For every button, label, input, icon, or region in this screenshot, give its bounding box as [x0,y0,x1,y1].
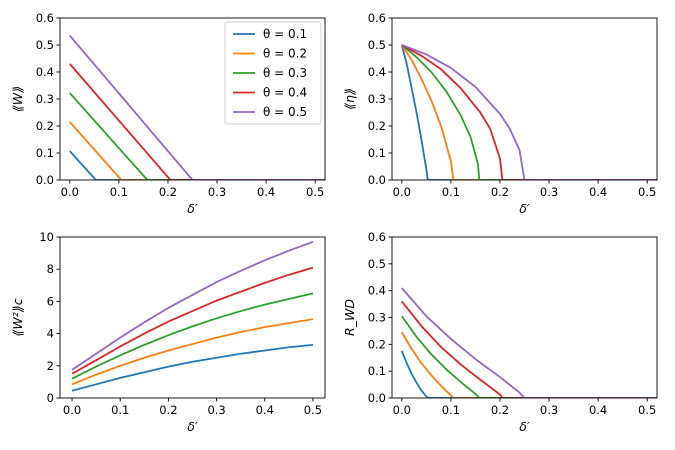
x-tick-label: 0.1 [442,403,460,417]
y-tick-label: 8 [47,262,54,276]
series-line-theta-1 [71,343,314,392]
series-line-theta-2 [401,44,657,180]
series-line-theta-2 [69,121,325,180]
x-tick-label: 0.1 [111,403,129,417]
y-tick-label: 0.1 [368,146,386,160]
legend-label-theta-3: θ = 0.3 [263,66,307,80]
y-tick-label: 0.4 [36,65,54,79]
chart-panel-top-left: 0.0 0.1 0.2 0.3 0.4 0.5 0.0 0.1 0.2 0.3 0.4 0.5 0.6 δ… [10,11,326,216]
x-tick-label: 0.3 [540,403,558,417]
series-line-theta-5 [401,44,657,180]
chart-panel-top-right: 0.0 0.1 0.2 0.3 0.4 0.5 0.0 0.1 0.2 0.3 0.4 0.5 0.6 δ… [342,11,658,216]
series-group [400,287,657,398]
x-tick-label: 0.2 [159,403,177,417]
series-line-theta-5 [71,240,314,371]
y-tick-label: 0.6 [36,11,54,25]
y-tick-label: 0.3 [36,92,54,106]
y-axis-label: ⟪η⟫ [342,88,357,110]
chart-panel-bottom-right: 0.0 0.1 0.2 0.3 0.4 0.5 0.0 0.1 0.2 0.3 0.4 0.5 0.6 δ… [342,230,658,434]
series-group [71,240,314,392]
x-tick-label: 0.1 [442,185,460,199]
x-tick-label: 0.3 [540,185,558,199]
x-tick-label: 0.5 [304,403,322,417]
y-tick-label: 0.3 [368,92,386,106]
y-tick-label: 0.2 [368,119,386,133]
chart-panel-bottom-left: 0.0 0.1 0.2 0.3 0.4 0.5 0 2 4 6 8 10 δ′ ⟪W²⟫c [10,230,326,434]
y-tick-label: 0.6 [368,230,386,244]
series-line-theta-1 [69,150,325,180]
x-axis-label: δ′ [187,201,198,216]
series-line-theta-3 [69,92,325,180]
y-tick-label: 4 [47,327,54,341]
y-tick-label: 0.0 [368,391,386,405]
x-tick-label: 0.0 [63,403,81,417]
legend-label-theta-1: θ = 0.1 [263,27,307,41]
x-axis-label: δ′ [519,201,530,216]
series-line-theta-3 [401,315,657,398]
series-line-theta-5 [401,287,657,398]
y-tick-label: 10 [39,230,54,244]
y-tick-label: 6 [47,294,54,308]
legend-box [224,21,322,125]
y-axis-label: ⟪W⟫ [10,86,25,112]
legend: θ = 0.1 θ = 0.2 θ = 0.3 θ = 0.4 θ = 0.5 [224,21,322,125]
y-tick-label: 0.5 [36,38,54,52]
x-tick-label: 0.5 [638,403,656,417]
legend-label-theta-2: θ = 0.2 [263,47,307,61]
series-line-theta-1 [400,350,657,398]
x-tick-label: 0.4 [589,185,607,199]
x-tick-label: 0.2 [491,185,509,199]
x-tick-label: 0.5 [638,185,656,199]
y-tick-label: 0.1 [36,146,54,160]
y-tick-label: 0.1 [368,364,386,378]
x-tick-label: 0.4 [257,185,275,199]
y-tick-label: 0 [47,391,54,405]
series-line-theta-3 [401,44,657,180]
series-line-theta-1 [400,44,657,180]
y-tick-label: 0.5 [368,257,386,271]
series-group [69,34,325,180]
y-tick-label: 0.4 [368,284,386,298]
y-tick-label: 0.3 [368,311,386,325]
legend-label-theta-4: θ = 0.4 [263,86,307,100]
x-tick-label: 0.3 [208,185,226,199]
x-tick-label: 0.5 [306,185,324,199]
series-line-theta-4 [71,266,314,375]
series-line-theta-5 [69,34,325,180]
y-tick-label: 0.0 [36,173,54,187]
axes-frame [59,236,326,399]
y-tick-label: 0.2 [36,119,54,133]
x-tick-label: 0.4 [256,403,274,417]
x-tick-label: 0.1 [110,185,128,199]
x-tick-label: 0.0 [393,185,411,199]
y-tick-label: 2 [47,359,54,373]
y-axis-label: R_WD [342,299,357,336]
series-line-theta-3 [71,292,314,380]
x-tick-label: 0.2 [159,185,177,199]
x-tick-label: 0.3 [207,403,225,417]
legend-label-theta-5: θ = 0.5 [263,105,307,119]
series-line-theta-4 [401,300,657,398]
y-tick-label: 0.2 [368,337,386,351]
x-axis-label: δ′ [187,419,198,434]
x-tick-label: 0.4 [589,403,607,417]
x-tick-label: 0.0 [61,185,79,199]
series-line-theta-4 [401,44,657,180]
x-tick-label: 0.0 [393,403,411,417]
axes-frame [391,236,658,399]
series-line-theta-2 [71,318,314,386]
x-axis-label: δ′ [519,419,530,434]
series-line-theta-4 [69,63,325,180]
series-line-theta-2 [401,331,657,398]
x-tick-label: 0.2 [491,403,509,417]
series-group [400,44,657,180]
y-tick-label: 0.0 [368,173,386,187]
axes-frame [391,17,658,181]
y-axis-label: ⟪W²⟫c [10,298,25,336]
y-tick-label: 0.6 [368,11,386,25]
y-tick-label: 0.5 [368,38,386,52]
y-tick-label: 0.4 [368,65,386,79]
